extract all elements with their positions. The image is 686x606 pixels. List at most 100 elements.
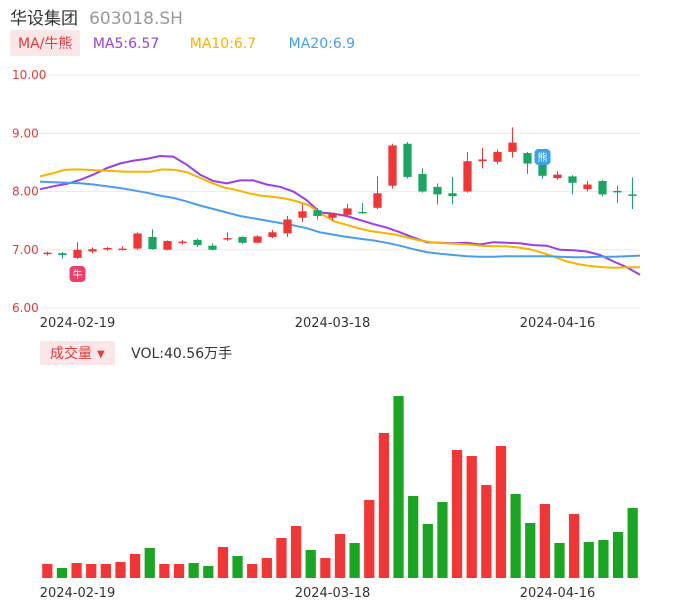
volume-bar	[364, 500, 375, 578]
volume-bar	[393, 396, 404, 578]
volume-indicator-selector[interactable]: 成交量 ▼	[40, 341, 115, 365]
volume-bar	[217, 547, 229, 578]
volume-bar	[583, 542, 594, 578]
volume-x-tick-label: 2024-04-16	[520, 586, 596, 601]
volume-bar	[554, 543, 565, 578]
volume-bar	[495, 446, 507, 578]
ma-indicator-selector[interactable]: MA/牛熊	[10, 30, 81, 56]
candle-body	[58, 253, 67, 255]
volume-bar	[290, 526, 302, 578]
candle-body	[118, 248, 127, 251]
volume-bar	[173, 564, 185, 578]
volume-bar	[510, 494, 521, 578]
candle-body	[223, 238, 232, 240]
candle-body	[463, 161, 472, 192]
candle-body	[283, 219, 292, 234]
candle-body	[508, 142, 517, 152]
volume-bar	[422, 524, 433, 578]
volume-bar	[115, 562, 126, 578]
volume-legend: 成交量 ▼ VOL:40.56万手	[40, 341, 233, 365]
volume-bar	[188, 563, 199, 578]
candle-body	[523, 153, 532, 164]
volume-bar	[627, 508, 638, 578]
volume-bar	[261, 558, 272, 578]
volume-x-tick-label: 2024-02-19	[40, 586, 116, 601]
y-tick-label: 10.00	[12, 68, 46, 82]
candle-body	[268, 232, 277, 237]
stock-code: 603018.SH	[89, 9, 183, 29]
volume-bar	[203, 566, 214, 578]
y-tick-label: 8.00	[12, 185, 39, 199]
candle-body	[253, 236, 262, 243]
volume-bar	[276, 538, 287, 578]
stock-header: 华设集团 603018.SH	[10, 4, 183, 29]
volume-bar	[71, 563, 82, 578]
volume-bar	[525, 523, 536, 578]
volume-bar	[56, 568, 68, 578]
volume-bar	[334, 534, 346, 578]
candle-body	[88, 249, 97, 252]
volume-bar	[320, 558, 331, 578]
volume-bar	[159, 564, 170, 578]
volume-bar	[42, 564, 53, 578]
volume-bar	[569, 514, 580, 578]
stock-name: 华设集团	[10, 9, 78, 29]
candle-body	[628, 194, 637, 196]
candle-body	[343, 208, 352, 215]
candle-body	[163, 241, 172, 250]
ma20-line	[39, 180, 641, 259]
candle-body	[178, 241, 187, 244]
bull-marker-icon-label: 牛	[73, 268, 83, 281]
x-tick-label: 2024-04-16	[520, 316, 596, 331]
candle-body	[133, 233, 142, 249]
volume-bar	[437, 502, 448, 578]
volume-tag-label: 成交量	[50, 346, 92, 362]
volume-bar	[612, 532, 624, 578]
candle-body	[568, 176, 577, 183]
candle-body	[403, 143, 412, 177]
candle-body	[598, 181, 607, 195]
candle-body	[538, 164, 547, 176]
candle-body	[73, 249, 82, 258]
ma5-line	[39, 154, 641, 276]
candle-body	[388, 145, 397, 186]
volume-bar	[349, 543, 360, 578]
volume-bar	[144, 548, 155, 578]
candle-body	[103, 248, 112, 250]
ma10-legend: MA10:6.7	[189, 36, 257, 52]
ma10-line	[39, 168, 640, 269]
volume-bar	[408, 496, 419, 578]
caret-down-icon: ▼	[97, 348, 105, 360]
volume-bar	[86, 564, 97, 578]
volume-bar	[466, 456, 477, 578]
y-tick-label: 7.00	[12, 243, 39, 257]
bear-marker-icon	[534, 149, 551, 165]
volume-x-tick-label: 2024-03-18	[295, 586, 371, 601]
y-tick-label: 6.00	[12, 301, 39, 315]
candle-body	[148, 236, 157, 250]
candle-body	[238, 236, 247, 243]
volume-bar	[305, 550, 316, 578]
candle-body	[418, 174, 427, 192]
candle-body	[613, 190, 622, 193]
volume-bar	[539, 504, 550, 578]
candle-body	[493, 151, 502, 162]
volume-bar	[451, 450, 463, 578]
candle-body	[358, 211, 367, 214]
candle-body	[373, 193, 382, 208]
volume-bar	[378, 433, 390, 578]
volume-value: VOL:40.56万手	[131, 346, 233, 362]
x-tick-label: 2024-03-18	[295, 316, 371, 331]
candle-body	[208, 245, 217, 250]
ma-legend: MA/牛熊 MA5:6.57 MA10:6.7 MA20:6.9	[10, 30, 359, 56]
candle-body	[298, 211, 307, 218]
bear-marker-icon-label: 熊	[538, 151, 548, 164]
candle-body	[328, 213, 337, 218]
candle-body	[553, 174, 562, 179]
volume-bar	[130, 554, 141, 578]
candle-body	[43, 252, 52, 255]
volume-bar	[232, 556, 243, 578]
x-tick-label: 2024-02-19	[40, 316, 116, 331]
volume-bar	[247, 564, 258, 578]
